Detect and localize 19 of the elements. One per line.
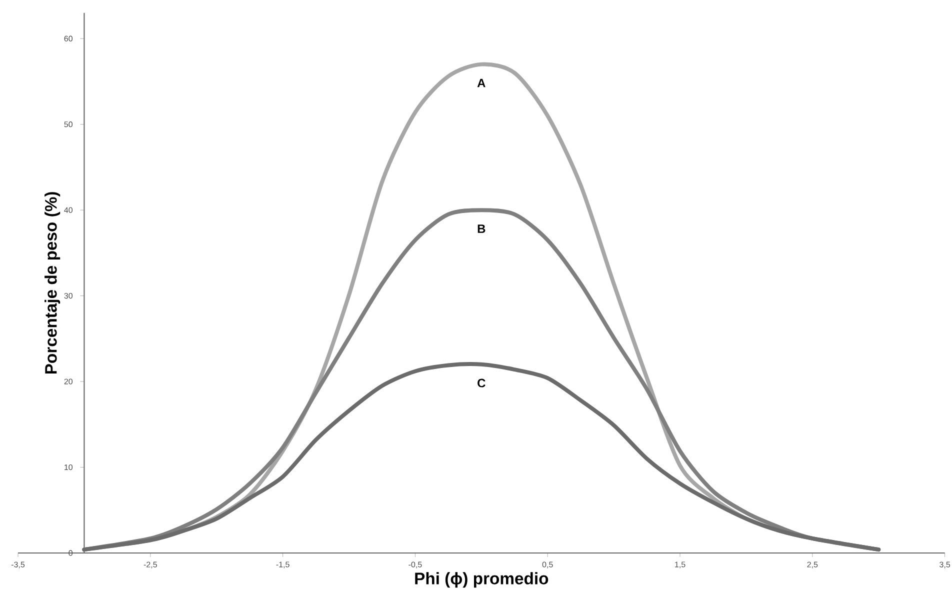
series-label: A xyxy=(477,78,486,88)
x-tick-label: -1,5 xyxy=(276,562,290,568)
y-tick-label: 20 xyxy=(64,378,73,384)
x-tick-label: -3,5 xyxy=(11,562,25,568)
x-tick-label: 0,5 xyxy=(542,562,553,568)
y-tick-label: 10 xyxy=(64,464,73,470)
x-tick-label: -0,5 xyxy=(408,562,422,568)
x-tick-label: -2,5 xyxy=(144,562,157,568)
y-tick-label: 60 xyxy=(64,36,73,42)
y-tick-label: 50 xyxy=(64,122,73,128)
x-axis-title: Phi (ϕ) promedio xyxy=(415,572,548,588)
x-tick-label: 3,5 xyxy=(940,562,950,568)
x-tick-label: 1,5 xyxy=(675,562,686,568)
series-label: B xyxy=(478,224,486,233)
y-axis-title: Porcentaje de peso (%) xyxy=(44,192,60,374)
y-tick-label: 40 xyxy=(64,207,73,213)
x-tick-label: 2,5 xyxy=(807,562,818,568)
series-label: C xyxy=(478,378,486,388)
y-tick-label: 30 xyxy=(64,292,73,299)
